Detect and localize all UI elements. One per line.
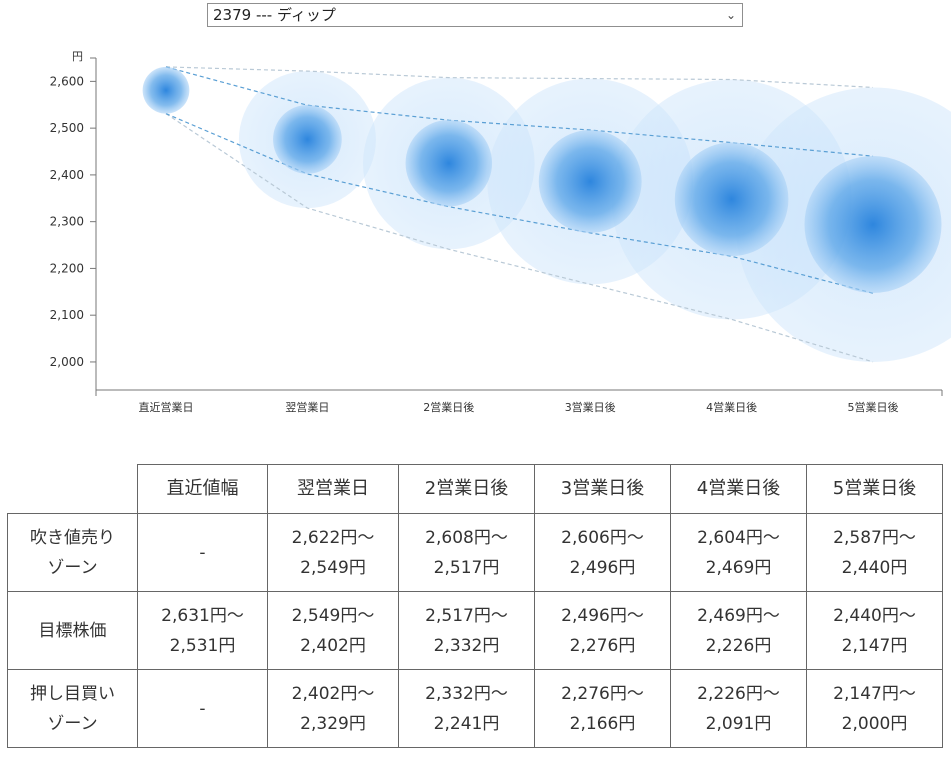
table-cell: 2,496円～ 2,276円	[534, 591, 671, 670]
outer-lower-line	[165, 113, 874, 363]
table-cell: 2,517円～ 2,332円	[398, 591, 535, 670]
table-row-sell-zone: 吹き値売り ゾーン - 2,622円～ 2,549円 2,608円～ 2,517円 2…	[7, 513, 943, 592]
table-cell: 2,440円～ 2,147円	[806, 591, 943, 670]
target-bubble	[538, 130, 642, 233]
table-cell: 2,332円～ 2,241円	[398, 669, 535, 748]
table-cell: 2,631円～ 2,531円	[137, 591, 268, 670]
table-cell: 2,402円～ 2,329円	[267, 669, 399, 748]
y-tick-label: 2,200	[50, 261, 84, 275]
row-label: 目標株価	[7, 591, 138, 670]
table-cell: 2,549円～ 2,402円	[267, 591, 399, 670]
x-tick-label: 直近営業日	[139, 400, 194, 414]
table-cell: 2,226円～ 2,091円	[670, 669, 807, 748]
x-tick-label: 3営業日後	[565, 400, 616, 414]
stock-selector-value: 2379 --- ディップ	[213, 6, 336, 24]
y-axis-unit: 円	[72, 50, 83, 63]
table-corner	[7, 464, 138, 514]
y-tick-label: 2,400	[50, 168, 84, 182]
table-header: 直近値幅	[137, 464, 268, 514]
row-label: 押し目買い ゾーン	[7, 669, 138, 748]
x-tick-label: 4営業日後	[706, 400, 757, 414]
table-cell: 2,622円～ 2,549円	[267, 513, 399, 592]
forecast-chart: 円 2,000 2,100 2,200 2,300 2,400 2,500 2,600 直近営業…	[50, 50, 951, 414]
x-tick-label: 翌営業日	[285, 400, 329, 414]
stock-selector[interactable]: 2379 --- ディップ ⌄	[207, 3, 743, 27]
y-tick-label: 2,500	[50, 121, 84, 135]
inner-upper-line	[165, 66, 874, 157]
y-tick-label: 2,300	[50, 215, 84, 229]
table-row-target-price: 目標株価 2,631円～ 2,531円 2,549円～ 2,402円 2,517円～…	[7, 591, 943, 670]
table-cell: -	[137, 669, 268, 748]
x-tick-label: 5営業日後	[848, 400, 899, 414]
y-tick-label: 2,100	[50, 308, 84, 322]
table-cell: 2,604円～ 2,469円	[670, 513, 807, 592]
table-cell: 2,276円～ 2,166円	[534, 669, 671, 748]
target-bubble	[142, 66, 190, 114]
table-header: 2営業日後	[398, 464, 535, 514]
table-cell: 2,587円～ 2,440円	[806, 513, 943, 592]
target-bubble	[273, 104, 342, 174]
table-header: 5営業日後	[806, 464, 943, 514]
table-header: 翌営業日	[267, 464, 399, 514]
target-bubble	[674, 142, 789, 257]
outer-upper-line	[165, 66, 874, 89]
forecast-table: 直近値幅 翌営業日 2営業日後 3営業日後 4営業日後 5営業日後 吹き値売りゾ…	[7, 464, 943, 748]
table-cell: 2,469円～ 2,226円	[670, 591, 807, 670]
x-tick-label: 2営業日後	[423, 400, 474, 414]
table-row-buy-zone: 押し目買い ゾーン - 2,402円～ 2,329円 2,332円～ 2,241円 2…	[7, 669, 943, 748]
table-cell: 2,147円～ 2,000円	[806, 669, 943, 748]
table-header: 3営業日後	[534, 464, 671, 514]
target-bubble	[405, 119, 493, 207]
target-bubble	[804, 155, 942, 293]
table-header: 4営業日後	[670, 464, 807, 514]
table-cell: 2,606円～ 2,496円	[534, 513, 671, 592]
y-tick-label: 2,000	[50, 355, 84, 369]
y-tick-label: 2,600	[50, 74, 84, 88]
chevron-down-icon: ⌄	[725, 8, 736, 22]
row-label: 吹き値売り ゾーン	[7, 513, 138, 592]
table-header-row: 直近値幅 翌営業日 2営業日後 3営業日後 4営業日後 5営業日後	[7, 464, 943, 514]
table-cell: 2,608円～ 2,517円	[398, 513, 535, 592]
table-cell: -	[137, 513, 268, 592]
